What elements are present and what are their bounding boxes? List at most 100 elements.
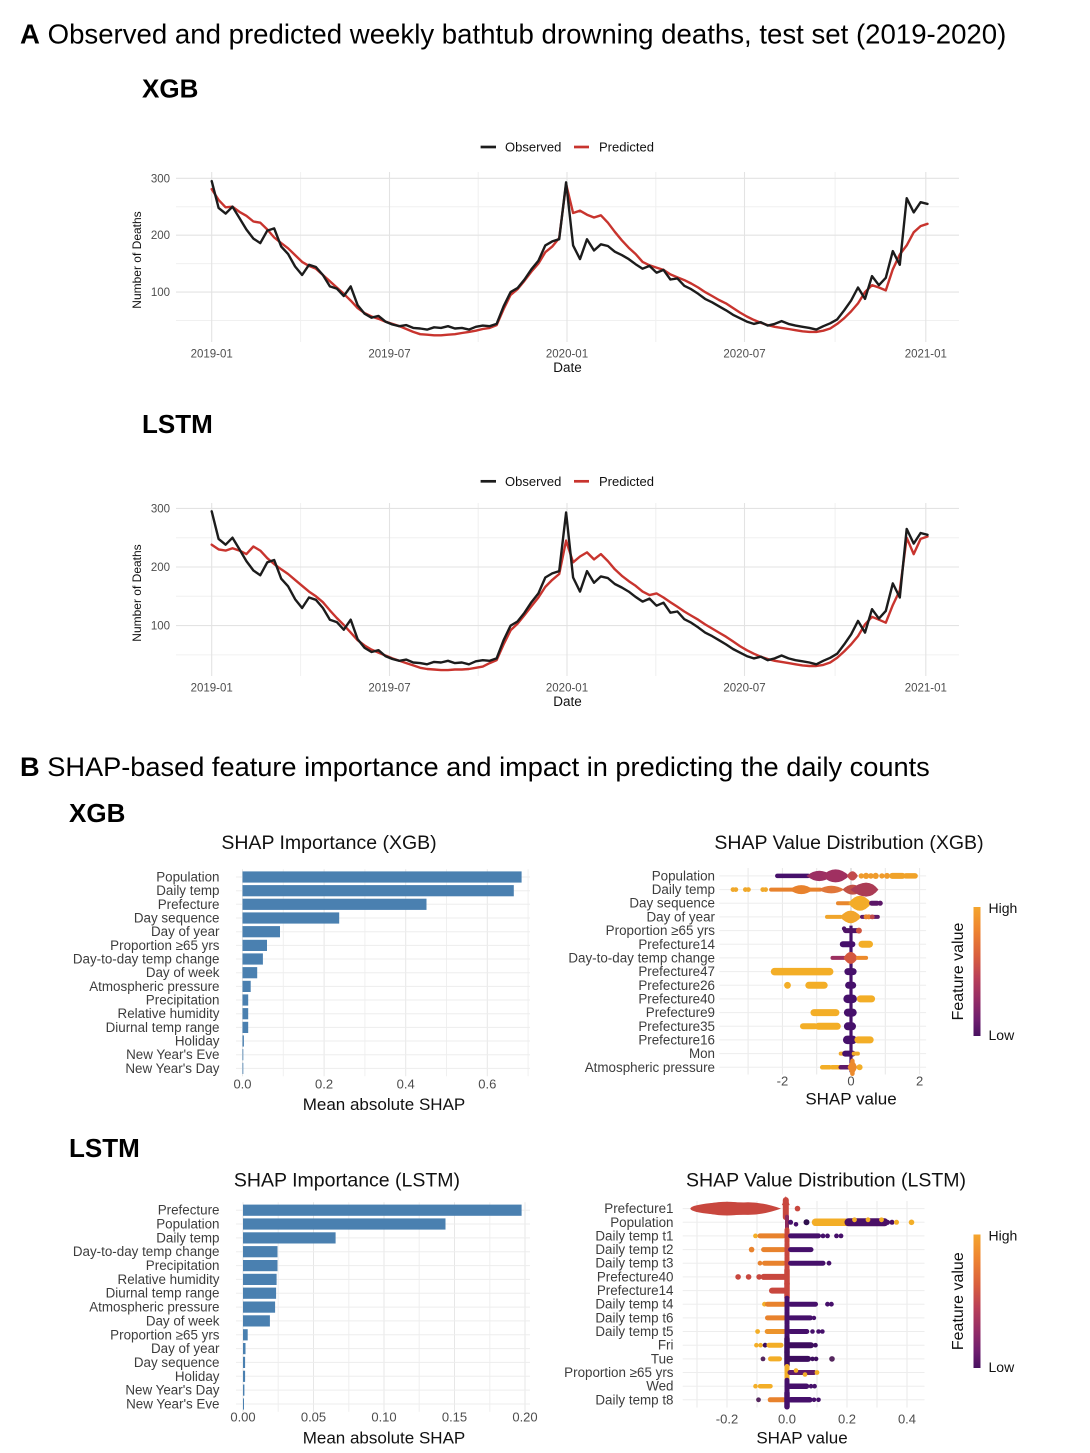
svg-text:Daily temp t3: Daily temp t3: [595, 1256, 673, 1271]
svg-text:Prefecture14: Prefecture14: [597, 1283, 674, 1298]
svg-text:Date: Date: [553, 694, 582, 709]
svg-text:Daily temp t2: Daily temp t2: [595, 1242, 673, 1257]
svg-text:Number of Deaths: Number of Deaths: [130, 544, 144, 641]
svg-text:-2: -2: [777, 1074, 789, 1089]
svg-text:0.0: 0.0: [778, 1412, 796, 1427]
svg-text:2019-07: 2019-07: [368, 683, 410, 695]
svg-text:Prefecture14: Prefecture14: [638, 937, 715, 952]
svg-text:SHAP Value Distribution (XGB): SHAP Value Distribution (XGB): [714, 832, 983, 854]
svg-text:2020-07: 2020-07: [723, 349, 765, 361]
svg-text:300: 300: [151, 173, 170, 185]
svg-text:Holiday: Holiday: [175, 1369, 220, 1384]
svg-text:LSTM: LSTM: [69, 1133, 140, 1163]
svg-text:2021-01: 2021-01: [905, 683, 947, 695]
svg-text:Day of week: Day of week: [146, 965, 220, 980]
svg-text:Date: Date: [553, 360, 582, 375]
svg-text:Population: Population: [652, 868, 715, 883]
svg-text:0.15: 0.15: [442, 1410, 467, 1425]
svg-text:Prefecture47: Prefecture47: [638, 964, 715, 979]
svg-text:0.2: 0.2: [838, 1412, 856, 1427]
svg-text:Mean absolute SHAP: Mean absolute SHAP: [303, 1095, 466, 1114]
svg-text:High: High: [989, 1228, 1018, 1244]
svg-text:New Year's Eve: New Year's Eve: [126, 1047, 219, 1062]
svg-text:SHAP Importance (XGB): SHAP Importance (XGB): [221, 832, 436, 854]
svg-text:Proportion ≥65 yrs: Proportion ≥65 yrs: [606, 923, 716, 938]
svg-text:SHAP Value Distribution (LSTM): SHAP Value Distribution (LSTM): [686, 1170, 966, 1192]
svg-text:0.2: 0.2: [315, 1077, 333, 1092]
svg-text:Prefecture35: Prefecture35: [638, 1019, 715, 1034]
svg-text:Proportion ≥65 yrs: Proportion ≥65 yrs: [564, 1365, 674, 1380]
svg-text:Relative humidity: Relative humidity: [118, 1006, 220, 1021]
svg-text:Day sequence: Day sequence: [629, 896, 715, 911]
svg-text:Relative humidity: Relative humidity: [118, 1272, 220, 1287]
svg-text:2021-01: 2021-01: [905, 349, 947, 361]
svg-text:Population: Population: [610, 1215, 673, 1230]
svg-text:Observed: Observed: [505, 140, 561, 155]
svg-text:Daily temp: Daily temp: [156, 883, 219, 898]
svg-text:Daily temp: Daily temp: [156, 1230, 219, 1245]
svg-text:Observed: Observed: [505, 474, 561, 489]
svg-text:Proportion ≥65 yrs: Proportion ≥65 yrs: [110, 1327, 220, 1342]
svg-text:Mon: Mon: [689, 1046, 715, 1061]
svg-text:Day-to-day temp change: Day-to-day temp change: [73, 1244, 220, 1259]
svg-text:Diurnal temp range: Diurnal temp range: [106, 1020, 220, 1035]
svg-text:200: 200: [151, 230, 170, 242]
svg-text:0.05: 0.05: [301, 1410, 326, 1425]
svg-text:Daily temp t5: Daily temp t5: [595, 1324, 673, 1339]
svg-text:Daily temp t6: Daily temp t6: [595, 1310, 673, 1325]
svg-text:Atmospheric pressure: Atmospheric pressure: [585, 1060, 715, 1075]
svg-text:Prefecture26: Prefecture26: [638, 978, 715, 993]
svg-text:2020-01: 2020-01: [546, 683, 588, 695]
svg-text:Day of year: Day of year: [151, 1341, 220, 1356]
svg-text:New Year's Day: New Year's Day: [125, 1061, 219, 1076]
svg-text:Predicted: Predicted: [599, 474, 654, 489]
svg-text:Low: Low: [989, 1359, 1016, 1375]
svg-text:0.0: 0.0: [233, 1077, 251, 1092]
svg-text:Fri: Fri: [658, 1338, 674, 1353]
svg-text:Low: Low: [989, 1027, 1016, 1043]
svg-text:B SHAP-based feature importanc: B SHAP-based feature importance and impa…: [20, 751, 930, 782]
svg-text:Predicted: Predicted: [599, 140, 654, 155]
svg-text:0.10: 0.10: [371, 1410, 396, 1425]
svg-text:Daily temp t1: Daily temp t1: [595, 1228, 673, 1243]
svg-text:Prefecture40: Prefecture40: [597, 1269, 674, 1284]
svg-text:XGB: XGB: [142, 74, 198, 104]
svg-text:New Year's Eve: New Year's Eve: [126, 1397, 219, 1412]
svg-text:Prefecture: Prefecture: [158, 897, 220, 912]
svg-text:SHAP value: SHAP value: [805, 1090, 896, 1109]
svg-text:Feature value: Feature value: [950, 922, 967, 1020]
svg-text:0.4: 0.4: [397, 1077, 415, 1092]
svg-text:200: 200: [151, 562, 170, 574]
svg-text:-0.2: -0.2: [716, 1412, 738, 1427]
svg-text:100: 100: [151, 287, 170, 299]
svg-text:Day sequence: Day sequence: [134, 911, 220, 926]
svg-text:Number of Deaths: Number of Deaths: [130, 211, 144, 308]
svg-text:300: 300: [151, 503, 170, 515]
svg-text:2019-07: 2019-07: [368, 349, 410, 361]
svg-text:Tue: Tue: [651, 1351, 674, 1366]
svg-text:0.4: 0.4: [898, 1412, 916, 1427]
svg-text:Day of week: Day of week: [146, 1313, 220, 1328]
svg-text:Wed: Wed: [646, 1379, 673, 1394]
svg-text:0: 0: [847, 1074, 854, 1089]
svg-text:XGB: XGB: [69, 798, 125, 828]
svg-text:Prefecture40: Prefecture40: [638, 991, 715, 1006]
svg-text:Prefecture: Prefecture: [158, 1203, 220, 1218]
svg-text:Proportion ≥65 yrs: Proportion ≥65 yrs: [110, 938, 220, 953]
svg-text:Day sequence: Day sequence: [134, 1355, 220, 1370]
svg-text:Atmospheric pressure: Atmospheric pressure: [89, 1300, 219, 1315]
svg-text:SHAP value: SHAP value: [756, 1429, 847, 1448]
svg-text:0.6: 0.6: [478, 1077, 496, 1092]
svg-text:A Observed and predicted weekl: A Observed and predicted weekly bathtub …: [20, 19, 1006, 50]
svg-text:2019-01: 2019-01: [191, 683, 233, 695]
svg-text:0.20: 0.20: [512, 1410, 537, 1425]
svg-text:100: 100: [151, 621, 170, 633]
svg-text:Daily temp t8: Daily temp t8: [595, 1392, 673, 1407]
svg-text:0.00: 0.00: [230, 1410, 255, 1425]
svg-text:2020-07: 2020-07: [723, 683, 765, 695]
svg-text:New Year's Day: New Year's Day: [125, 1383, 219, 1398]
svg-text:Precipitation: Precipitation: [146, 1258, 220, 1273]
svg-text:Atmospheric pressure: Atmospheric pressure: [89, 979, 219, 994]
svg-text:Day-to-day temp change: Day-to-day temp change: [73, 952, 220, 967]
svg-text:2019-01: 2019-01: [191, 349, 233, 361]
